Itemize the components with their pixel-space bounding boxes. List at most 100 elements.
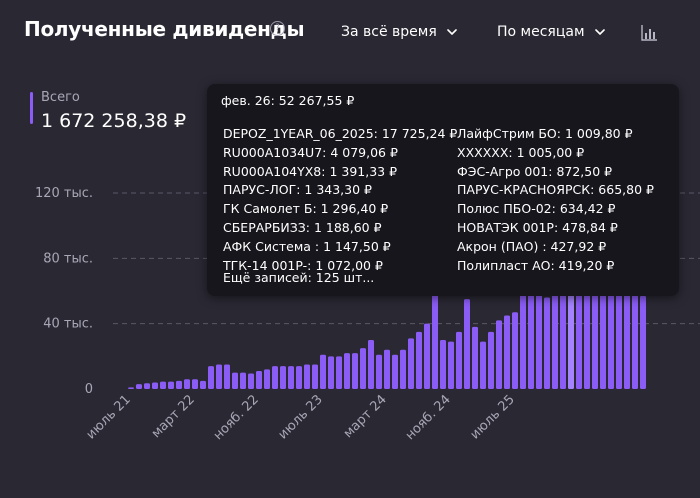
- chart-bar[interactable]: [304, 364, 310, 390]
- tooltip-item: ФЭС-Агро 001: 872,50 ₽: [457, 163, 613, 179]
- chart-bar[interactable]: [192, 379, 198, 389]
- bar-chart-icon[interactable]: [640, 24, 658, 42]
- grouping-dropdown-label: По месяцам: [497, 24, 585, 40]
- period-dropdown[interactable]: За всё время: [341, 24, 457, 40]
- tooltip-item: Полипласт АО: 419,20 ₽: [457, 257, 615, 273]
- chart-bar[interactable]: [312, 364, 318, 390]
- chart-bar[interactable]: [248, 373, 254, 389]
- tooltip-item: ТГК-14 001P-: 1 072,00 ₽: [223, 257, 383, 273]
- chart-bar[interactable]: [200, 380, 206, 389]
- chart-bar[interactable]: [152, 382, 158, 389]
- tooltip-item: RU000A104YX8: 1 391,33 ₽: [223, 163, 398, 179]
- chart-bar[interactable]: [368, 340, 374, 389]
- chart-bar[interactable]: [208, 366, 214, 389]
- series-color-marker: [30, 92, 33, 124]
- chevron-down-icon: [594, 29, 605, 35]
- chart-bar[interactable]: [400, 349, 406, 389]
- chevron-down-icon: [446, 29, 457, 35]
- tooltip-item: ПАРУС-КРАСНОЯРСК: 665,80 ₽: [457, 182, 654, 198]
- x-tick-label: нояб. 24: [403, 392, 454, 443]
- chart-bar[interactable]: [352, 353, 358, 389]
- chart-bar[interactable]: [136, 384, 142, 389]
- chart-bar[interactable]: [232, 372, 238, 389]
- chart-bar[interactable]: [344, 353, 350, 389]
- chart-bar[interactable]: [608, 291, 614, 389]
- tooltip-header: фев. 26: 52 267,55 ₽: [221, 93, 355, 108]
- period-dropdown-label: За всё время: [341, 24, 437, 40]
- chart-bar[interactable]: [472, 326, 478, 389]
- chart-bar[interactable]: [544, 297, 550, 389]
- total-label: Всего: [41, 90, 80, 105]
- chart-tooltip: фев. 26: 52 267,55 ₽ DEPOZ_1YEAR_06_2025…: [207, 84, 679, 296]
- chart-bar[interactable]: [424, 323, 430, 389]
- chart-bar[interactable]: [376, 354, 382, 389]
- y-tick-label: 120 тыс.: [35, 186, 93, 201]
- grouping-dropdown[interactable]: По месяцам: [497, 24, 605, 40]
- chart-bar[interactable]: [272, 366, 278, 389]
- tooltip-item: RU000A1034U7: 4 079,06 ₽: [223, 144, 398, 160]
- tooltip-item: Полюс ПБО-02: 634,42 ₽: [457, 201, 616, 217]
- chart-bar[interactable]: [488, 331, 494, 389]
- chart-bar[interactable]: [456, 331, 462, 389]
- y-tick-label: 40 тыс.: [43, 317, 93, 332]
- x-tick-label: март 22: [149, 392, 198, 441]
- chart-bar[interactable]: [264, 369, 270, 389]
- tooltip-left-column: DEPOZ_1YEAR_06_2025: 17 725,24 ₽ RU000A1…: [223, 125, 457, 275]
- tooltip-more-records: Ещё записей: 125 шт...: [223, 270, 375, 285]
- page-title: Полученные дивиденды: [24, 17, 305, 41]
- chart-bar[interactable]: [256, 371, 262, 389]
- chart-bar[interactable]: [584, 279, 590, 389]
- chart-bar[interactable]: [640, 295, 646, 389]
- chart-bar[interactable]: [216, 364, 222, 390]
- tooltip-item: DEPOZ_1YEAR_06_2025: 17 725,24 ₽: [223, 126, 458, 141]
- chart-bar[interactable]: [160, 381, 166, 389]
- chart-bar[interactable]: [632, 282, 638, 389]
- x-tick-label: март 24: [341, 392, 390, 441]
- chart-bar[interactable]: [328, 356, 334, 389]
- chart-bar[interactable]: [128, 387, 134, 389]
- chart-bar[interactable]: [184, 379, 190, 389]
- tooltip-item: ПАРУС-ЛОГ: 1 343,30 ₽: [223, 182, 372, 198]
- tooltip-right-column: ЛайфСтрим БО: 1 009,80 ₽ XXXXXX: 1 005,0…: [457, 125, 654, 275]
- tooltip-item: АФК Система : 1 147,50 ₽: [223, 238, 391, 254]
- chart-bar[interactable]: [392, 354, 398, 389]
- chart-bar[interactable]: [448, 341, 454, 389]
- tooltip-item: XXXXXX: 1 005,00 ₽: [457, 144, 585, 160]
- chart-bar[interactable]: [440, 340, 446, 389]
- tooltip-item: НОВАТЭК 001P: 478,84 ₽: [457, 219, 618, 235]
- chart-bar[interactable]: [240, 372, 246, 389]
- chart-bar[interactable]: [320, 354, 326, 389]
- chart-bar[interactable]: [144, 383, 150, 389]
- x-tick-label: июль 23: [276, 392, 326, 442]
- chart-bar[interactable]: [480, 341, 486, 389]
- help-icon[interactable]: ?: [270, 21, 285, 36]
- chart-bar[interactable]: [168, 381, 174, 389]
- tooltip-item: Акрон (ПАО) : 427,92 ₽: [457, 238, 607, 254]
- chart-bar[interactable]: [176, 380, 182, 389]
- x-tick-label: нояб. 22: [211, 392, 262, 443]
- chart-bar[interactable]: [496, 320, 502, 389]
- chart-bar[interactable]: [360, 348, 366, 389]
- chart-bar[interactable]: [520, 282, 526, 389]
- chart-bar[interactable]: [504, 315, 510, 390]
- chart-bar[interactable]: [464, 299, 470, 389]
- total-value: 1 672 258,38 ₽: [41, 110, 187, 132]
- x-tick-label: июль 21: [84, 392, 134, 442]
- chart-bar[interactable]: [512, 312, 518, 389]
- y-tick-label: 0: [85, 382, 93, 397]
- chart-bar[interactable]: [384, 349, 390, 389]
- chart-bar[interactable]: [616, 271, 622, 389]
- tooltip-item: ГК Самолет Б: 1 296,40 ₽: [223, 201, 389, 217]
- chart-bar[interactable]: [432, 291, 438, 389]
- chart-bar[interactable]: [552, 277, 558, 389]
- chart-bar[interactable]: [224, 364, 230, 390]
- chart-bar[interactable]: [416, 331, 422, 389]
- x-tick-label: июль 25: [468, 392, 518, 442]
- chart-bar[interactable]: [528, 281, 534, 389]
- chart-bar[interactable]: [336, 356, 342, 389]
- chart-bar[interactable]: [296, 366, 302, 389]
- tooltip-item: СБЕРАРБИЗЗ: 1 188,60 ₽: [223, 219, 382, 235]
- chart-bar[interactable]: [280, 366, 286, 389]
- chart-bar[interactable]: [288, 366, 294, 389]
- chart-bar[interactable]: [408, 338, 414, 389]
